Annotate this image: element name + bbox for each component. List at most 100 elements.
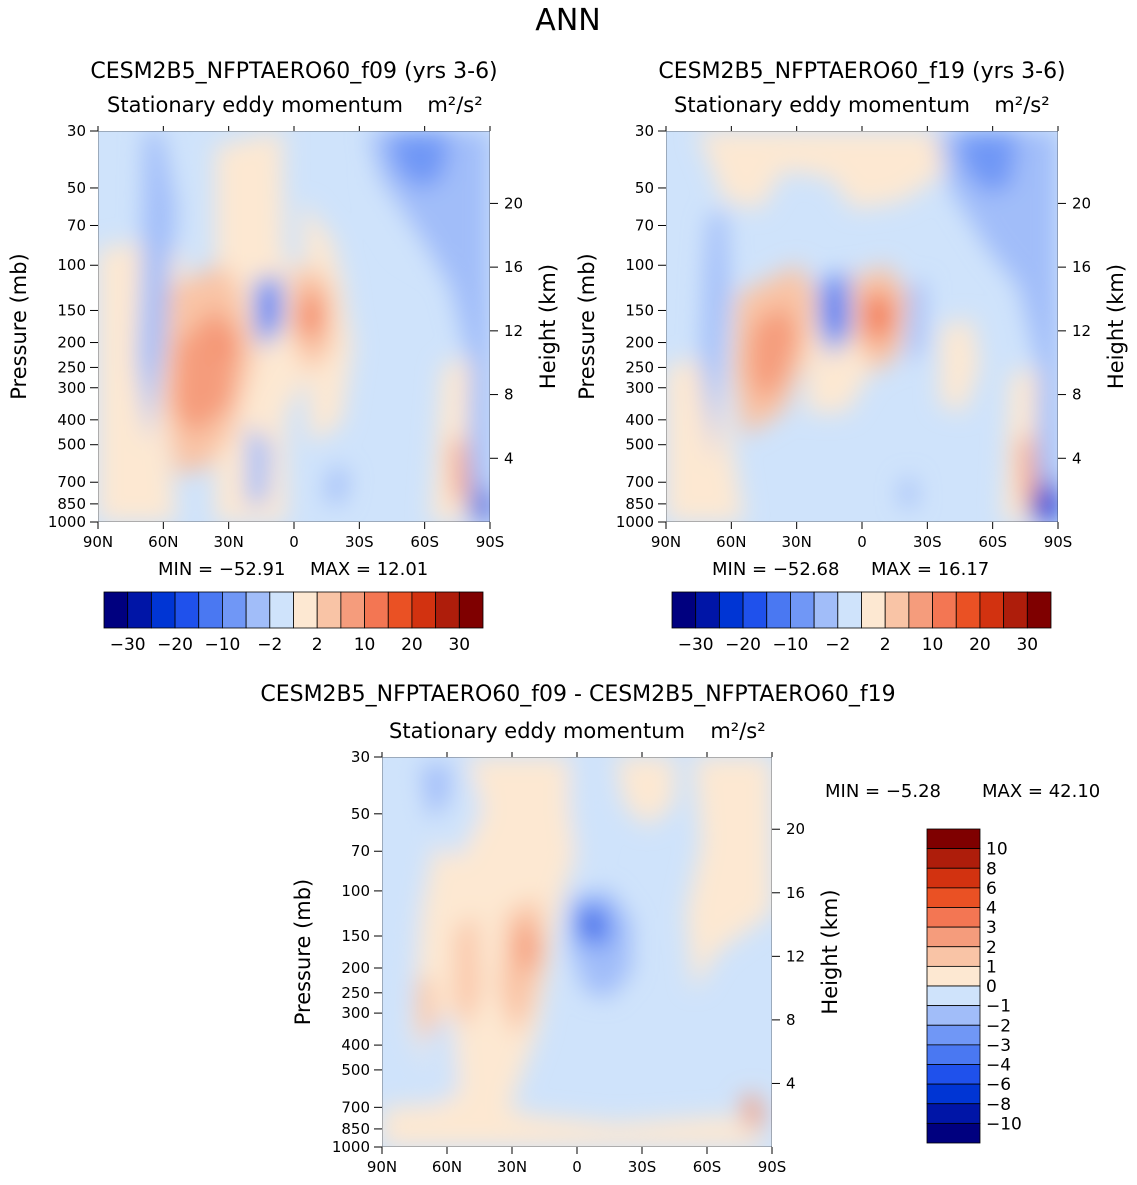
x-tick-label: 0 (857, 533, 867, 551)
colorbar-box (926, 1044, 981, 1065)
contour-plot (666, 131, 1058, 522)
colorbar-box (222, 591, 247, 629)
contour-plot (98, 131, 490, 522)
colorbar-box (926, 926, 981, 948)
x-tick-label: 30N (782, 533, 812, 551)
y-tick-label: 250 (341, 984, 370, 1002)
colorbar-box (174, 591, 200, 629)
colorbar-label: 30 (448, 635, 470, 655)
colorbar-label: −2 (825, 635, 850, 655)
min-label: MIN = −52.91 (158, 559, 285, 580)
y2-tick-label: 12 (786, 947, 805, 965)
colorbar-box (926, 1103, 981, 1124)
y2-tick-label: 16 (504, 258, 523, 276)
colorbar-box (813, 591, 839, 629)
y-tick-label: 200 (341, 959, 370, 977)
colorbar-label: 1 (986, 957, 997, 977)
colorbar-box (718, 591, 744, 629)
axes: 90N 60N 30N 0 30S 60S 90S 30 50 70 100 150 200 250 300… (7, 122, 560, 551)
colorbar-box (671, 591, 697, 629)
panel-subtitle: Stationary eddy momentum (107, 93, 403, 117)
y2-axis-label: Height (km) (536, 264, 560, 389)
colorbar-box (1003, 591, 1028, 629)
y2-tick-label: 20 (1072, 194, 1091, 212)
y-tick-label: 250 (57, 358, 86, 376)
colorbar-label: −10 (986, 1114, 1022, 1134)
y-tick-label: 500 (57, 436, 86, 454)
y-axis-label: Pressure (mb) (7, 253, 31, 400)
y-tick-label: 150 (341, 927, 370, 945)
colorbar-box (340, 591, 365, 629)
y-tick-label: 500 (625, 436, 654, 454)
colorbar-box (861, 591, 886, 629)
x-tick-label: 90N (651, 533, 681, 551)
colorbar-label: −10 (204, 635, 240, 655)
colorbar-box (245, 591, 271, 629)
axes: 90N 60N 30N 0 30S 60S 90S 30 50 70 100 150 200 250 300… (575, 122, 1128, 551)
x-tick-label: 60N (716, 533, 746, 551)
colorbar-label: −20 (725, 635, 761, 655)
y-tick-label: 300 (625, 379, 654, 397)
y-tick-label: 50 (635, 179, 654, 197)
max-label: MAX = 16.17 (871, 559, 989, 580)
y-tick-label: 70 (67, 216, 86, 234)
colorbar-label: 10 (922, 635, 944, 655)
colorbar-label: 0 (986, 977, 997, 997)
y-tick-label: 400 (341, 1036, 370, 1054)
y2-tick-label: 4 (1072, 449, 1082, 467)
colorbar-box (364, 591, 389, 629)
colorbar-box (103, 591, 129, 629)
colorbar-label: 2 (880, 635, 891, 655)
panel-title: CESM2B5_NFPTAERO60_f09 - CESM2B5_NFPTAER… (260, 682, 895, 707)
y-axis-label: Pressure (mb) (291, 879, 315, 1026)
colorbar-label: 3 (986, 918, 997, 938)
panel-f09: CESM2B5_NFPTAERO60_f09 (yrs 3-6) Station… (7, 59, 560, 655)
colorbar-box (979, 591, 1005, 629)
colorbar-box (926, 985, 981, 1007)
y-tick-label: 700 (625, 473, 654, 491)
y-tick-label: 150 (625, 301, 654, 319)
x-tick-label: 90S (1044, 533, 1073, 551)
colorbar-box (955, 591, 981, 629)
colorbar-box (198, 591, 223, 629)
colorbar-box (884, 591, 910, 629)
y2-tick-label: 4 (504, 449, 514, 467)
colorbar-label: 30 (1016, 635, 1038, 655)
min-label: MIN = −52.68 (712, 559, 839, 580)
colorbar-label: 10 (986, 840, 1008, 860)
y-tick-label: 100 (625, 256, 654, 274)
max-label: MAX = 42.10 (982, 781, 1100, 802)
colorbar-box (316, 591, 342, 629)
x-tick-label: 60S (693, 1158, 722, 1176)
colorbar-box (411, 591, 437, 629)
colorbar-box (926, 907, 981, 928)
y-tick-label: 100 (341, 882, 370, 900)
colorbar-box (926, 848, 981, 869)
y-tick-label: 300 (341, 1004, 370, 1022)
colorbar-label: −6 (986, 1075, 1011, 1095)
y-tick-label: 100 (57, 256, 86, 274)
y-tick-label: 70 (635, 216, 654, 234)
units-label: m²/s² (710, 719, 765, 743)
y-tick-label: 150 (57, 301, 86, 319)
colorbar-label: −1 (986, 997, 1011, 1017)
x-tick-label: 90S (476, 533, 505, 551)
y-tick-label: 700 (57, 473, 86, 491)
colorbar-box (387, 591, 413, 629)
y-tick-label: 70 (351, 842, 370, 860)
colorbar: −30 −20 −10 −2 2 10 20 30 (103, 591, 484, 655)
y-tick-label: 1000 (48, 513, 86, 531)
panel-f19: CESM2B5_NFPTAERO60_f19 (yrs 3-6) Station… (575, 59, 1128, 655)
colorbar-label: 10 (354, 635, 376, 655)
x-tick-label: 60N (148, 533, 178, 551)
y2-tick-label: 16 (1072, 258, 1091, 276)
colorbar-box (926, 1122, 981, 1144)
y-tick-label: 30 (635, 122, 654, 140)
x-tick-label: 60S (410, 533, 439, 551)
colorbar-label: 2 (986, 938, 997, 958)
y-axis-label: Pressure (mb) (575, 253, 599, 400)
colorbar-label: −30 (110, 635, 146, 655)
y-tick-label: 850 (57, 495, 86, 513)
colorbar-box (269, 591, 294, 629)
